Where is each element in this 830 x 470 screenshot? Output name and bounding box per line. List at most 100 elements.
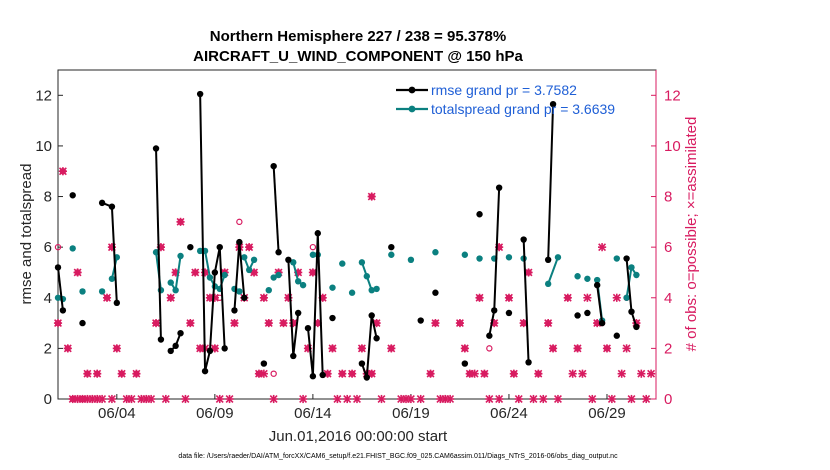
rmse-point (593, 281, 601, 289)
spread-point (152, 249, 160, 256)
rmse-point (633, 323, 640, 331)
obs-assimilated-point (627, 394, 636, 404)
obs-assimilated-point (112, 344, 121, 353)
obs-assimilated-point (98, 394, 107, 404)
spread-point (108, 275, 116, 282)
spread-point (388, 251, 395, 258)
spread-point (221, 271, 228, 279)
x-tick-label: 06/24 (490, 405, 528, 422)
obs-assimilated-point (333, 394, 342, 404)
y2-tick-label: 0 (664, 391, 672, 408)
rmse-point (167, 347, 174, 355)
legend-spread-label: totalspread grand pr = 3.6639 (431, 101, 615, 117)
y-axis-label: rmse and totalspread (18, 164, 35, 305)
obs-assimilated-point (495, 394, 504, 404)
rmse-point (211, 269, 219, 276)
obs-possible-point (236, 218, 243, 226)
x-tick-label: 06/19 (392, 405, 430, 422)
obs-assimilated-point (617, 369, 626, 378)
legend-spread-marker (408, 105, 416, 113)
y-tick-label: 4 (44, 290, 52, 307)
rmse-point (98, 199, 106, 207)
spread-point (633, 271, 640, 279)
y2-tick-label: 2 (664, 340, 672, 357)
rmse-point (544, 256, 552, 264)
obs-assimilated-point (259, 369, 268, 378)
rmse-point (373, 335, 380, 342)
x-tick-label: 06/14 (294, 405, 332, 422)
rmse-point (319, 371, 326, 379)
obs-assimilated-point (176, 217, 185, 226)
rmse-point (304, 324, 312, 332)
spread-point (172, 286, 179, 294)
rmse-point (236, 238, 243, 246)
rmse-point (196, 90, 204, 98)
obs-assimilated-point (83, 369, 92, 378)
rmse-point (314, 230, 321, 237)
rmse-point (363, 374, 371, 381)
rmse-point (358, 360, 366, 367)
obs-assimilated-point (348, 369, 357, 378)
spread-point (363, 273, 371, 280)
obs-assimilated-point (426, 369, 435, 378)
y2-tick-label: 4 (664, 290, 672, 307)
obs-assimilated-point (539, 394, 548, 404)
obs-assimilated-point (357, 344, 366, 353)
x-axis-label: Jun.01,2016 00:00:00 start (269, 428, 448, 445)
obs-assimilated-point (612, 293, 621, 302)
obs-assimilated-point (259, 293, 268, 302)
rmse-point (108, 203, 116, 210)
obs-assimilated-point (264, 318, 273, 328)
spread-point (177, 252, 184, 260)
rmse-point (549, 100, 557, 108)
spread-point (358, 259, 366, 266)
rmse-point (177, 330, 184, 337)
spread-point (476, 255, 483, 262)
spread-point (339, 260, 346, 267)
spread-point (236, 288, 243, 295)
rmse-line (547, 104, 555, 260)
rmse-point (54, 264, 62, 271)
obs-assimilated-point (73, 268, 82, 277)
spread-point (613, 255, 620, 262)
y-axis-ticks: 0 2 4 6 8 10 12 (35, 87, 63, 408)
spread-point (69, 245, 76, 252)
obs-assimilated-point (544, 318, 553, 328)
legend-rmse-label: rmse grand pr = 3.7582 (431, 82, 577, 98)
obs-assimilated-point (637, 369, 646, 378)
rmse-line (155, 148, 162, 340)
spread-point (241, 254, 248, 261)
obs-assimilated-point (53, 318, 63, 328)
rmse-point (113, 299, 121, 307)
rmse-point (495, 184, 503, 191)
obs-assimilated-point (328, 344, 337, 353)
obs-assimilated-point (132, 369, 141, 378)
rmse-line (199, 94, 226, 373)
obs-assimilated-point (230, 318, 239, 328)
y2-axis-ticks: 0 2 4 6 8 10 12 (651, 87, 681, 408)
obs-assimilated-point (372, 318, 381, 328)
rmse-line (596, 284, 604, 324)
spread-point (628, 264, 635, 271)
obs-assimilated-point (181, 394, 190, 404)
rmse-point (221, 345, 228, 352)
obs-assimilated-point (446, 394, 455, 404)
spread-point (574, 273, 581, 280)
y-tick-label: 0 (44, 391, 52, 408)
rmse-point (206, 347, 214, 355)
obs-assimilated-point (406, 394, 415, 404)
rmse-point (491, 307, 498, 314)
obs-possible-point (309, 243, 317, 251)
spread-point (79, 288, 86, 295)
spread-point (270, 274, 277, 281)
spread-point (275, 271, 282, 279)
obs-assimilated-point (647, 369, 656, 378)
rmse-point (598, 319, 606, 327)
obs-assimilated-point (166, 293, 175, 302)
rmse-line (360, 314, 378, 379)
y-tick-label: 8 (44, 189, 52, 206)
obs-assimilated-point (215, 394, 224, 404)
rmse-point (476, 211, 483, 218)
obs-assimilated-point (279, 318, 288, 328)
